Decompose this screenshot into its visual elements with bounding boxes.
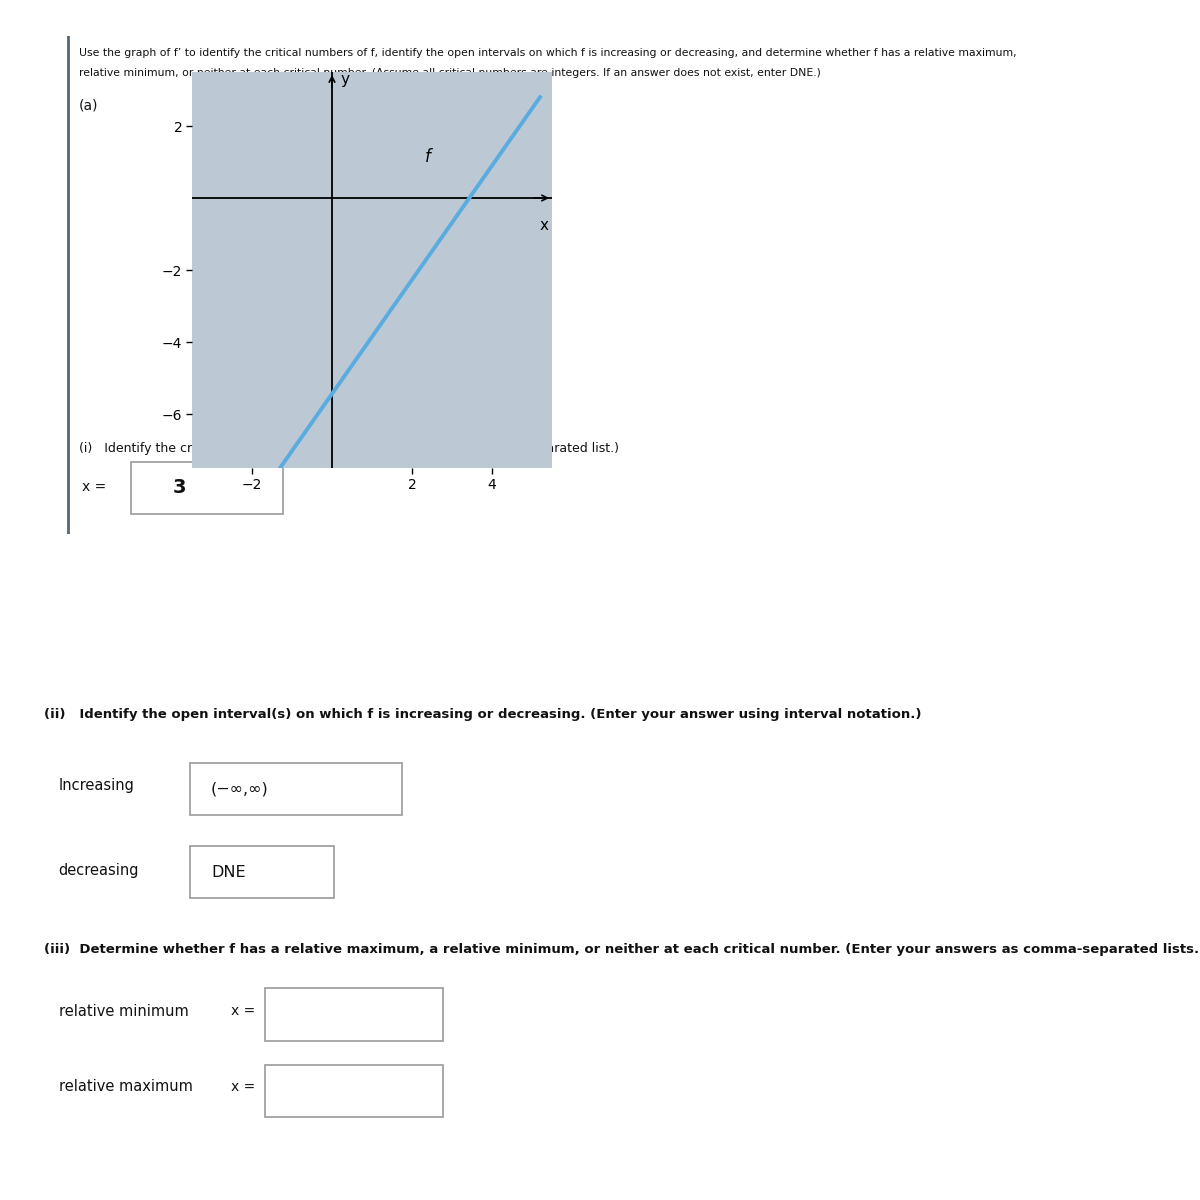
FancyBboxPatch shape [131, 462, 283, 514]
Text: x =: x = [230, 1004, 254, 1019]
Text: 3: 3 [173, 478, 186, 497]
Text: decreasing: decreasing [59, 863, 139, 877]
Text: relative minimum: relative minimum [59, 1004, 188, 1019]
Text: $f$: $f$ [424, 148, 434, 166]
Text: (−∞,∞): (−∞,∞) [211, 781, 269, 797]
Text: (ii)   Identify the open interval(s) on which f is increasing or decreasing. (En: (ii) Identify the open interval(s) on wh… [43, 708, 922, 721]
FancyBboxPatch shape [265, 1064, 443, 1117]
Text: x =: x = [230, 1080, 254, 1093]
Text: x: x [540, 217, 548, 233]
FancyBboxPatch shape [191, 846, 334, 899]
Text: relative maximum: relative maximum [59, 1079, 192, 1094]
Text: Use the graph of f’ to identify the critical numbers of f, identify the open int: Use the graph of f’ to identify the crit… [79, 48, 1016, 59]
Text: x =: x = [83, 480, 107, 493]
Text: (iii)  Determine whether f has a relative maximum, a relative minimum, or neithe: (iii) Determine whether f has a relative… [43, 943, 1200, 956]
Text: relative minimum, or neither at each critical number. (Assume all critical numbe: relative minimum, or neither at each cri… [79, 68, 821, 78]
Text: y: y [341, 72, 350, 86]
Text: Increasing: Increasing [59, 779, 134, 793]
FancyBboxPatch shape [265, 989, 443, 1040]
Text: (a): (a) [79, 98, 98, 113]
Text: (i)   Identify the critical numbers of f. (Enter your answers as a comma-separat: (i) Identify the critical numbers of f. … [79, 442, 619, 455]
FancyBboxPatch shape [191, 763, 402, 816]
Text: DNE: DNE [211, 865, 246, 880]
